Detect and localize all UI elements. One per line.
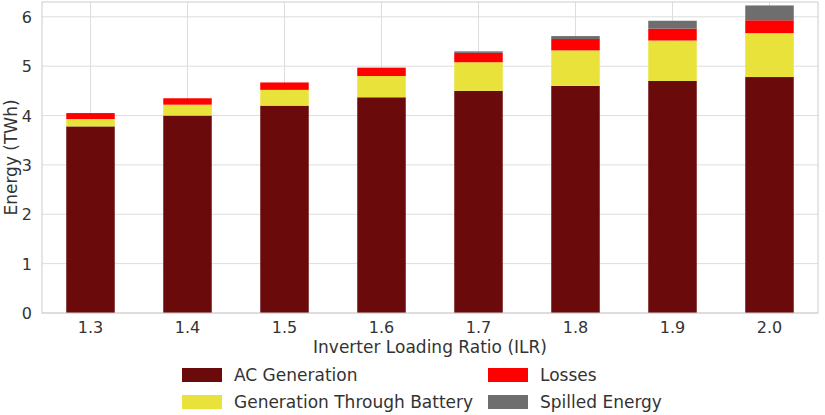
legend-label: Spilled Energy — [540, 392, 662, 412]
bar-segment — [551, 86, 600, 313]
bar-segment — [66, 119, 115, 126]
y-tick-label: 4 — [22, 107, 32, 126]
bar-segment — [745, 33, 794, 77]
x-tick-label: 1.6 — [369, 318, 394, 337]
bar-segment — [454, 91, 503, 313]
grid-line — [42, 214, 818, 215]
bar-segment — [745, 20, 794, 33]
bar-segment — [454, 53, 503, 62]
x-tick-label: 1.3 — [78, 318, 103, 337]
y-axis-label: Energy (TWh) — [1, 99, 21, 215]
plot-background — [42, 2, 818, 313]
bar-segment — [551, 39, 600, 50]
chart-svg: 0 1 2 3 4 5 6 1.3 1.4 1.5 1.6 1.7 1.8 1.9 2.0 Inverter … — [0, 0, 825, 415]
x-axis-label: Inverter Loading Ratio (ILR) — [313, 337, 547, 357]
grid-line — [42, 263, 818, 264]
y-tick-label: 0 — [22, 304, 32, 323]
bar-segment — [260, 82, 309, 89]
legend-swatch — [488, 395, 528, 409]
bar-segment — [163, 105, 212, 116]
plot-frame — [42, 2, 818, 313]
bar-segment — [648, 21, 697, 29]
bars — [66, 5, 794, 313]
grid-line — [42, 16, 818, 17]
grid-line — [42, 66, 818, 67]
y-tick-label: 1 — [22, 255, 32, 274]
grid-line — [42, 164, 818, 165]
x-tick-label: 1.9 — [660, 318, 685, 337]
bar-segment — [357, 76, 406, 97]
grid-line — [42, 115, 818, 116]
x-tick-label: 1.8 — [563, 318, 588, 337]
bar-segment — [648, 29, 697, 41]
bar-segment — [454, 62, 503, 91]
legend-swatch — [182, 395, 222, 409]
legend-label: Generation Through Battery — [234, 392, 473, 412]
bar-segment — [260, 106, 309, 313]
chart-container: 0 1 2 3 4 5 6 1.3 1.4 1.5 1.6 1.7 1.8 1.9 2.0 Inverter … — [0, 0, 825, 415]
bar-segment — [357, 67, 406, 68]
legend-swatch — [182, 368, 222, 382]
legend-label: Losses — [540, 365, 597, 385]
bar-segment — [357, 68, 406, 76]
bar-segment — [551, 36, 600, 39]
bar-segment — [745, 5, 794, 20]
bar-segment — [648, 41, 697, 81]
x-tick-label: 1.5 — [272, 318, 297, 337]
y-tick-label: 5 — [22, 57, 32, 76]
y-tick-label: 2 — [22, 205, 32, 224]
x-tick-label: 2.0 — [757, 318, 782, 337]
legend-label: AC Generation — [234, 365, 357, 385]
legend-swatch — [488, 368, 528, 382]
bar-segment — [454, 51, 503, 52]
y-tick-label: 6 — [22, 8, 32, 27]
bar-segment — [163, 98, 212, 99]
bar-segment — [260, 82, 309, 83]
bar-segment — [163, 116, 212, 313]
bar-segment — [648, 81, 697, 313]
bar-segment — [357, 97, 406, 313]
bar-segment — [260, 90, 309, 106]
bar-segment — [551, 50, 600, 86]
bar-segment — [66, 113, 115, 114]
bar-segment — [745, 77, 794, 313]
y-tick-label: 3 — [22, 156, 32, 175]
x-tick-label: 1.7 — [466, 318, 491, 337]
bar-segment — [66, 113, 115, 119]
bar-segment — [163, 98, 212, 104]
bar-segment — [66, 126, 115, 313]
x-tick-label: 1.4 — [175, 318, 200, 337]
